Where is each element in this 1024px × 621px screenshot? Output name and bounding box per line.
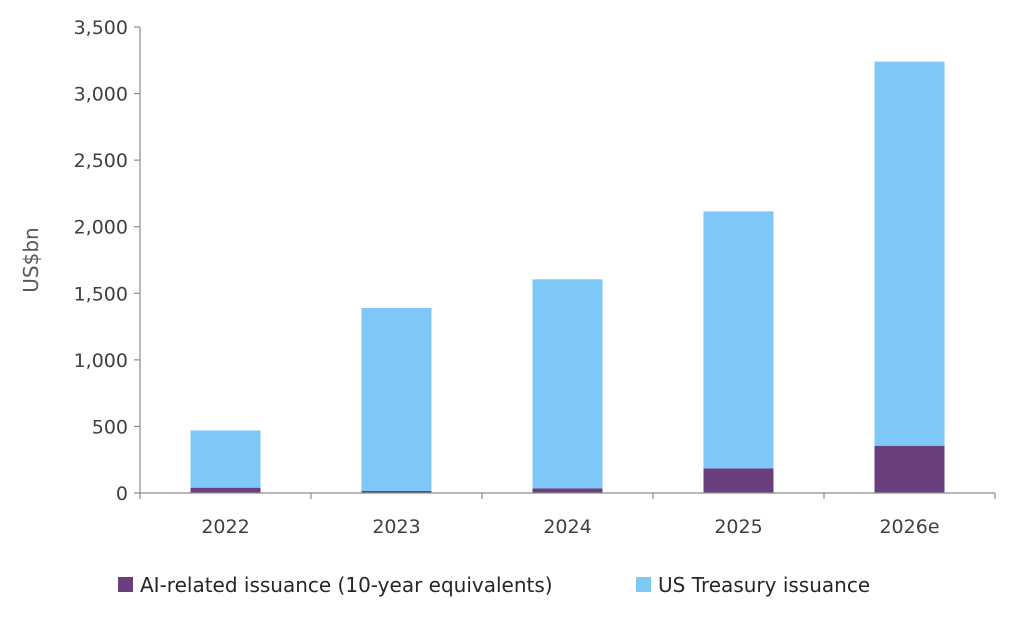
bar-us-treasury-2025 — [703, 211, 774, 469]
x-tick-label: 2023 — [372, 516, 420, 538]
bar-ai-related-2023 — [361, 491, 432, 493]
y-tick-label: 1,500 — [74, 283, 128, 305]
legend-label-ai-related: AI-related issuance (10-year equivalents… — [140, 573, 553, 597]
x-tick-label: 2022 — [201, 516, 249, 538]
legend-swatch-ai-related — [118, 577, 133, 592]
x-tick-label: 2024 — [543, 516, 591, 538]
y-tick-label: 2,500 — [74, 150, 128, 172]
bar-ai-related-2026e — [874, 445, 945, 493]
bars — [190, 61, 945, 493]
bar-ai-related-2024 — [532, 488, 603, 493]
legend-label-us-treasury: US Treasury issuance — [658, 573, 870, 597]
bar-ai-related-2022 — [190, 487, 261, 493]
x-tick-label: 2026e — [879, 516, 939, 538]
y-tick-label: 0 — [116, 483, 128, 505]
axes — [139, 27, 995, 494]
bar-us-treasury-2022 — [190, 430, 261, 488]
bar-us-treasury-2023 — [361, 307, 432, 492]
y-axis-label: US$bn — [19, 227, 43, 292]
y-tick-label: 3,000 — [74, 84, 128, 106]
x-tick-label: 2025 — [714, 516, 762, 538]
y-tick-label: 2,000 — [74, 217, 128, 239]
legend: AI-related issuance (10-year equivalents… — [118, 573, 870, 597]
y-axis-ticks: 0 500 1,000 1,500 2,000 2,500 3,000 3,500 — [74, 17, 140, 505]
legend-swatch-us-treasury — [636, 577, 651, 592]
bar-ai-related-2025 — [703, 468, 774, 493]
y-tick-label: 3,500 — [74, 17, 128, 39]
bar-us-treasury-2026e — [874, 61, 945, 446]
y-tick-label: 500 — [92, 416, 128, 438]
bar-us-treasury-2024 — [532, 279, 603, 489]
y-tick-label: 1,000 — [74, 350, 128, 372]
x-axis-ticks: 2022 2023 2024 2025 2026e — [139, 493, 996, 538]
